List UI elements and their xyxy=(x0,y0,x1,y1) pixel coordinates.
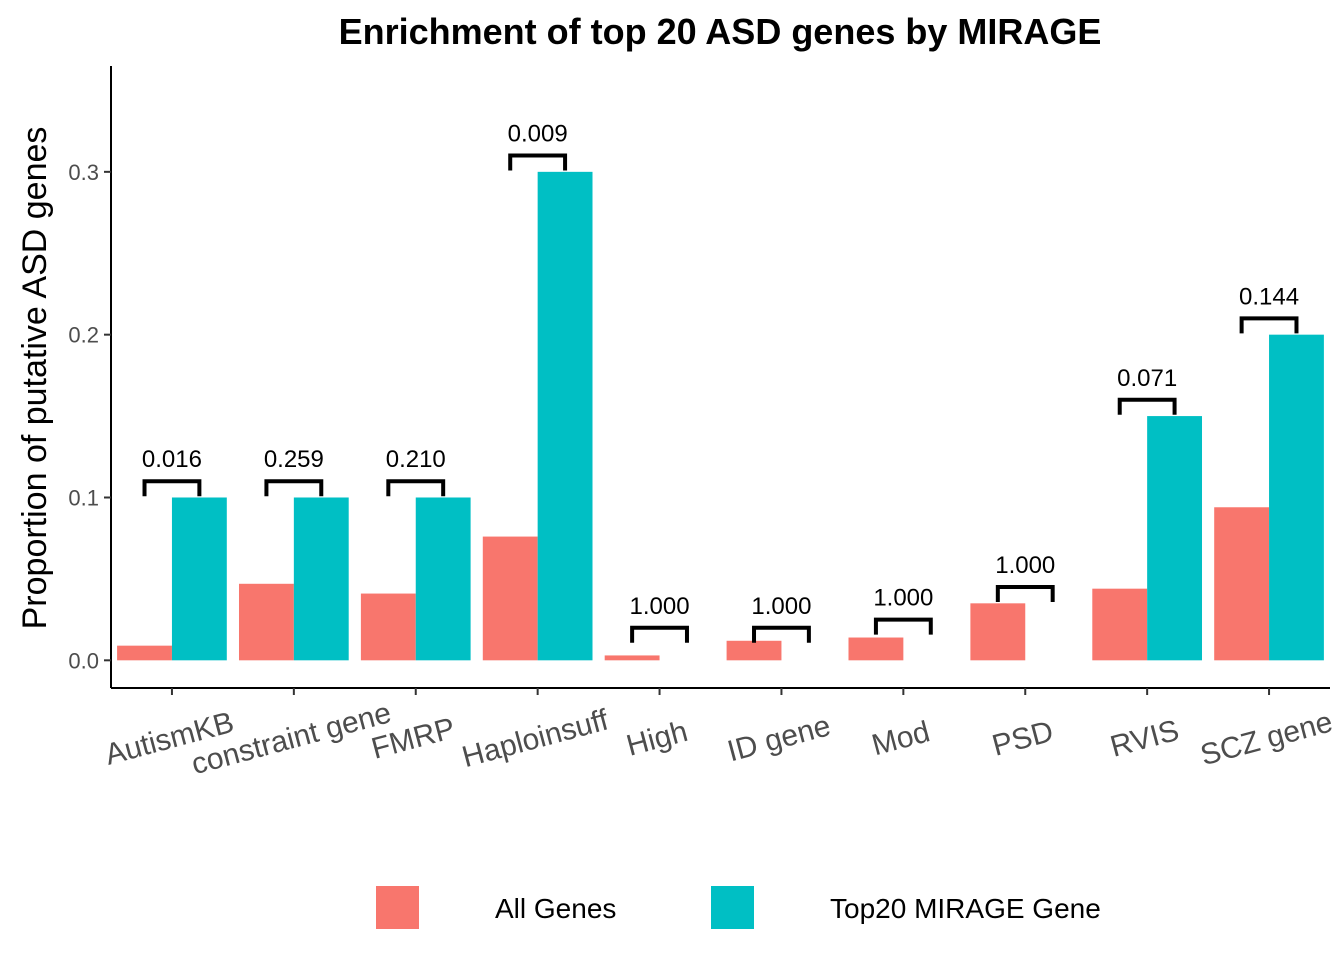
bar xyxy=(171,497,227,661)
bar xyxy=(604,655,660,661)
bar xyxy=(360,593,416,661)
bar xyxy=(726,640,782,661)
x-tick-label: RVIS xyxy=(1107,714,1183,764)
significance-bracket xyxy=(752,625,811,643)
y-tick-label: 0.0 xyxy=(68,648,99,673)
significance-bracket xyxy=(873,617,933,635)
bar xyxy=(238,583,294,661)
bar xyxy=(1214,507,1270,661)
bar xyxy=(1092,588,1148,661)
bar xyxy=(537,171,593,661)
legend-swatch xyxy=(711,886,754,929)
p-value-label: 1.000 xyxy=(630,593,690,620)
legend-label: All Genes xyxy=(495,893,616,924)
x-tick-label: ID gene xyxy=(724,709,834,768)
significance-bracket xyxy=(264,479,324,497)
plot-area: 0.016 0.259 0.210 0.009 1.000 1.000 1.000 1.000… xyxy=(68,66,1336,781)
legend-label: Top20 MIRAGE Gene xyxy=(830,893,1101,924)
p-value-label: 0.144 xyxy=(1239,283,1299,310)
x-tick-label: PSD xyxy=(989,715,1057,763)
p-value-label: 1.000 xyxy=(751,593,811,620)
bar xyxy=(848,637,904,661)
bar xyxy=(970,603,1026,661)
p-value-label: 0.009 xyxy=(508,121,568,148)
y-tick-label: 0.1 xyxy=(68,485,99,510)
p-value-label: 0.016 xyxy=(142,446,202,473)
x-tick-label: High xyxy=(623,715,691,763)
bar xyxy=(1147,416,1203,661)
p-value-label: 0.210 xyxy=(386,446,446,473)
legend: All Genes Top20 MIRAGE Gene xyxy=(376,886,1101,929)
p-value-label: 1.000 xyxy=(995,552,1055,579)
bar xyxy=(482,536,538,661)
x-tick-label: Mod xyxy=(868,715,933,762)
significance-bracket xyxy=(508,153,568,171)
p-value-label: 0.259 xyxy=(264,446,324,473)
significance-bracket xyxy=(1239,316,1299,334)
y-axis-label: Proportion of putative ASD genes xyxy=(16,127,54,630)
bar xyxy=(415,497,471,661)
p-value-label: 0.071 xyxy=(1117,365,1177,392)
bar xyxy=(293,497,349,661)
chart-title: Enrichment of top 20 ASD genes by MIRAGE xyxy=(339,11,1102,52)
significance-bracket xyxy=(386,479,446,497)
y-tick-label: 0.3 xyxy=(68,160,99,185)
bar xyxy=(1269,334,1324,661)
y-tick-label: 0.2 xyxy=(68,323,99,348)
significance-bracket xyxy=(142,479,202,497)
significance-bracket xyxy=(995,585,1055,603)
bar xyxy=(117,645,172,661)
x-tick-label: SCZ gene xyxy=(1197,705,1336,772)
p-value-label: 1.000 xyxy=(873,585,933,612)
significance-bracket xyxy=(1117,397,1177,415)
significance-bracket xyxy=(630,625,689,643)
x-tick-label: Haploinsuff xyxy=(459,703,613,774)
legend-swatch xyxy=(376,886,419,929)
